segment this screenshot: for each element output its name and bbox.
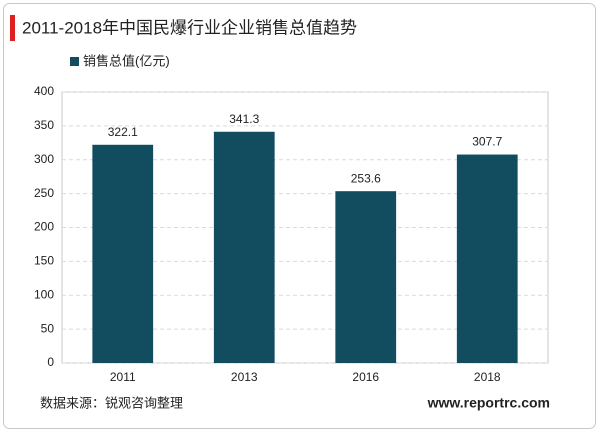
- source-note: 数据来源：锐观咨询整理: [40, 395, 183, 410]
- data-label: 307.7: [472, 135, 502, 149]
- chart-title: 2011-2018年中国民爆行业企业销售总值趋势: [22, 18, 357, 37]
- bar: [456, 154, 518, 363]
- legend-swatch: [70, 57, 79, 66]
- y-tick-label: 100: [34, 287, 54, 301]
- y-tick-label: 0: [47, 355, 54, 369]
- x-tick-label: 2016: [352, 370, 379, 384]
- y-tick-label: 250: [34, 186, 54, 200]
- data-label: 253.6: [351, 171, 381, 185]
- website: www.reportrc.com: [427, 395, 550, 411]
- y-tick-label: 300: [34, 152, 54, 166]
- data-label: 322.1: [108, 125, 138, 139]
- bar: [92, 144, 154, 363]
- y-tick-label: 50: [41, 321, 55, 335]
- y-tick-label: 150: [34, 254, 54, 268]
- x-tick-label: 2018: [474, 370, 501, 384]
- x-tick-label: 2013: [231, 370, 258, 384]
- data-label: 341.3: [229, 112, 259, 126]
- y-tick-label: 200: [34, 220, 54, 234]
- y-tick-label: 350: [34, 118, 54, 132]
- x-tick-label: 2011: [110, 370, 136, 384]
- bar: [335, 191, 397, 363]
- y-tick-label: 400: [34, 84, 54, 98]
- bar: [213, 131, 275, 363]
- legend-label: 销售总值(亿元): [83, 53, 170, 68]
- title-accent: [10, 15, 15, 41]
